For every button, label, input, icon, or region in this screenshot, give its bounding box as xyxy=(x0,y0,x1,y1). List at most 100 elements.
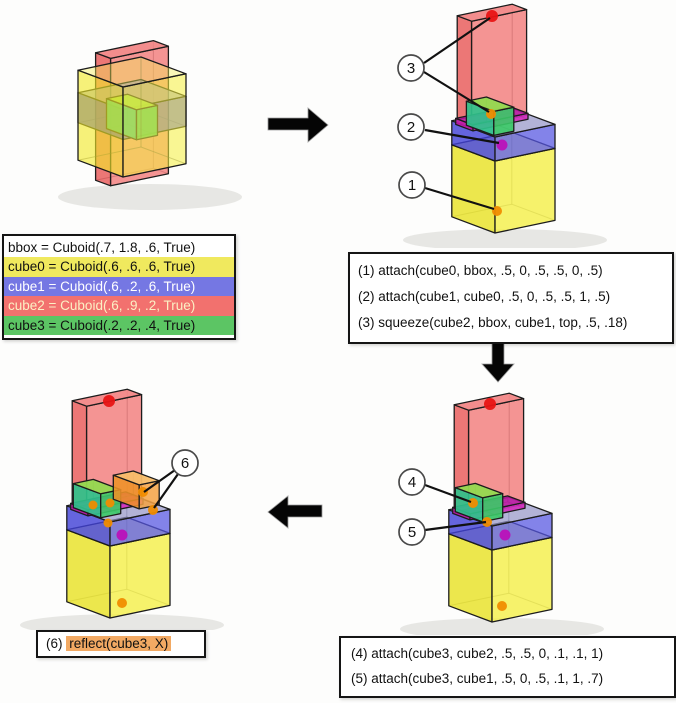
magenta-cuboid-face xyxy=(472,112,529,132)
magenta-cuboid-face xyxy=(87,497,144,517)
yellow-cuboid-face xyxy=(491,536,553,623)
render-after-steps-4-5: 4 5 xyxy=(340,380,676,635)
hidden-edge xyxy=(66,516,127,531)
callout-circle-5 xyxy=(398,518,426,546)
attachment-dot-orange xyxy=(482,517,492,527)
red-cuboid-face xyxy=(453,392,525,411)
hidden-edge xyxy=(448,592,509,607)
blue-cuboid-face xyxy=(66,505,111,547)
green-cuboid-face xyxy=(465,96,515,113)
code-line-step-3: (3) squeeze(cube2, bbox, cube1, top, .5,… xyxy=(358,315,628,330)
magenta-cuboid-face xyxy=(455,117,474,132)
arrow-right-icon xyxy=(267,107,329,143)
hidden-edge xyxy=(126,516,171,534)
hidden-edge xyxy=(451,131,512,146)
callout-label-2: 2 xyxy=(407,119,415,136)
hidden-edge xyxy=(77,146,142,161)
callout-line-2 xyxy=(424,128,500,145)
hidden-edge xyxy=(133,494,160,506)
attachment-dot-orange xyxy=(497,601,507,611)
attachment-dot-orange xyxy=(105,498,115,508)
ground-shadow xyxy=(400,618,604,635)
blue-cuboid-face xyxy=(77,92,124,141)
orangec-cuboid-face xyxy=(112,474,140,510)
red-cuboid-face xyxy=(94,39,170,60)
callouts-steps-1-3: 3 2 1 xyxy=(397,17,500,211)
code-line-step-5: (5) attach(cube3, cube1, .5, 0, .5, .1, … xyxy=(351,671,604,686)
hidden-edge xyxy=(486,120,514,132)
attachment-dot-orange xyxy=(138,487,148,497)
hidden-edge xyxy=(452,501,508,514)
hidden-edge xyxy=(140,109,187,127)
yellow-cuboid-face xyxy=(451,131,556,162)
magenta-cuboid-face xyxy=(452,506,471,521)
attachment-dot-orange xyxy=(468,498,478,508)
yellow-cuboid-face xyxy=(66,529,111,619)
hidden-edge xyxy=(509,498,524,505)
hidden-edge xyxy=(93,502,121,515)
hidden-edge xyxy=(72,494,128,507)
green-cuboid-face xyxy=(482,492,504,523)
hidden-edge xyxy=(140,146,187,165)
ground-shadow xyxy=(403,229,607,248)
attachment-dot-orange xyxy=(148,505,158,515)
callout-line-3a xyxy=(423,17,491,64)
hidden-edge xyxy=(127,123,158,136)
attachment-dot-magenta xyxy=(499,529,511,541)
hidden-edge xyxy=(475,506,503,519)
blue-cuboid-face xyxy=(109,508,171,547)
callouts-steps-4-5: 4 5 xyxy=(398,468,487,546)
red-cuboid-face xyxy=(470,8,528,128)
attach-cube3-steps-box: (4) attach(cube3, cube2, .5, .5, 0, .1, … xyxy=(339,636,676,698)
yellow-cuboid-face xyxy=(448,533,493,623)
magenta-cuboid-face xyxy=(452,495,526,515)
red-cuboid-face xyxy=(94,52,112,187)
hidden-edge xyxy=(512,109,527,116)
attachment-dot-orange xyxy=(117,598,127,608)
render-after-steps-1-3: 3 2 1 xyxy=(340,0,676,248)
callout-line-4 xyxy=(424,483,472,504)
red-cuboid-face xyxy=(456,3,528,22)
code-line-step-1: (1) attach(cube0, bbox, .5, 0, .5, .5, 0… xyxy=(358,263,603,278)
callout-circle-3 xyxy=(397,54,425,82)
hidden-edge xyxy=(95,167,154,181)
render-after-step-6: 6 xyxy=(10,385,310,630)
attachment-dot-orange xyxy=(103,518,113,528)
yellow-cuboid-face xyxy=(448,520,553,551)
callout-line-1 xyxy=(424,186,495,211)
reflect-step-box: (6) reflect(cube3, X) xyxy=(36,630,206,658)
magenta-cuboid-face xyxy=(469,501,526,521)
red-cuboid-face xyxy=(71,388,143,407)
hidden-edge xyxy=(66,588,127,603)
red-cuboid-face xyxy=(71,400,88,513)
hidden-edge xyxy=(508,592,553,610)
hidden-edge xyxy=(455,112,511,125)
hidden-edge xyxy=(113,494,134,500)
code-line-bbox: bbox = Cuboid(.7, 1.8, .6, True) xyxy=(8,240,196,255)
callouts-step-6: 6 xyxy=(143,449,199,509)
attachment-dot-orange xyxy=(486,109,496,119)
hidden-edge xyxy=(507,501,526,509)
magenta-cuboid-face xyxy=(455,106,529,126)
yellow-cuboid-face xyxy=(494,147,556,234)
hidden-edge xyxy=(466,120,487,126)
green-cuboid-face xyxy=(135,104,159,141)
hidden-edge xyxy=(126,588,171,606)
hidden-edge xyxy=(153,167,169,175)
code-line-step-6-prefix: (6) xyxy=(46,636,67,651)
hidden-edge xyxy=(77,109,142,124)
attachment-dot-orange xyxy=(88,500,98,510)
arrow-down-icon xyxy=(481,338,515,383)
hidden-edge xyxy=(127,494,142,501)
blue-cuboid-face xyxy=(451,107,556,138)
blue-cuboid-face xyxy=(122,95,187,141)
attachment-dot-red xyxy=(103,395,115,407)
callout-label-3: 3 xyxy=(407,60,415,77)
red-cuboid-face xyxy=(453,404,470,517)
blue-cuboid-face xyxy=(448,509,493,551)
attachment-dot-red xyxy=(484,398,496,410)
green-cuboid-face xyxy=(454,482,504,499)
callout-label-6: 6 xyxy=(181,455,189,472)
